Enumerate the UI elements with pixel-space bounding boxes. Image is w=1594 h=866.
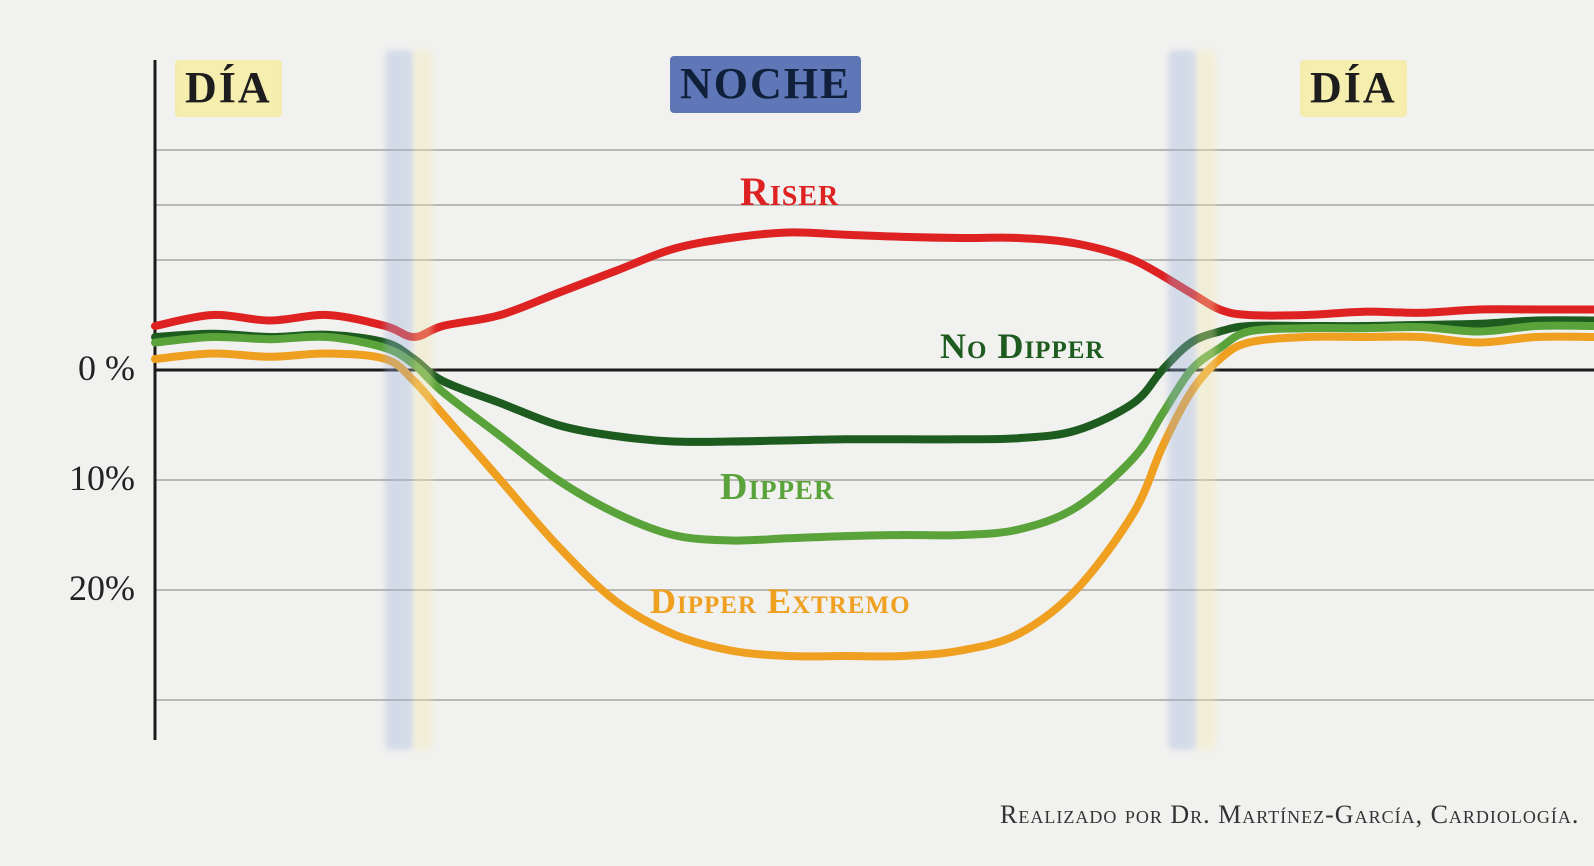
ytick-20: 20% (30, 567, 135, 609)
period-label-dia-right: Día (1300, 60, 1407, 117)
bp-dipping-chart (0, 0, 1594, 866)
period-label-text: Noche (680, 59, 851, 108)
period-label-text: Día (185, 63, 272, 112)
series-riser (155, 232, 1594, 337)
series-label-dipper-extremo: Dipper Extremo (650, 580, 911, 622)
chart-credit: Realizado por Dr. Martínez-García, Cardi… (1000, 800, 1579, 830)
ytick-10: 10% (30, 457, 135, 499)
series-label-no-dipper: No Dipper (940, 325, 1104, 367)
transition-band (1168, 50, 1196, 750)
transition-band (385, 50, 413, 750)
period-label-noche: Noche (670, 56, 861, 113)
transition-band (1196, 50, 1216, 750)
transition-band (413, 50, 433, 750)
ytick-0: 0 % (30, 347, 135, 389)
period-label-text: Día (1310, 63, 1397, 112)
series-label-dipper: Dipper (720, 465, 834, 509)
period-label-dia-left: Día (175, 60, 282, 117)
series-label-riser: Riser (740, 168, 839, 215)
